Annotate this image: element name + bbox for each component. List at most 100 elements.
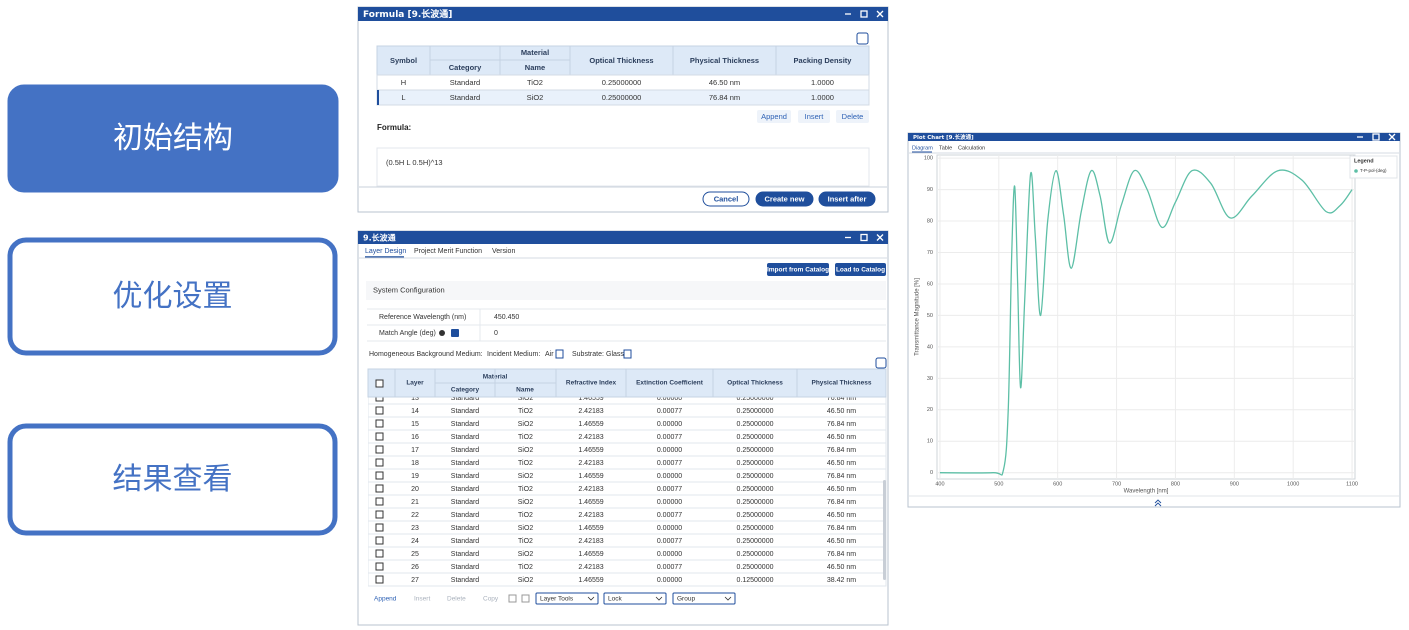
table-cell: 19 xyxy=(411,473,419,480)
table-cell: 0.00077 xyxy=(657,486,682,493)
table-row[interactable] xyxy=(368,573,886,586)
grid-settings-icon[interactable] xyxy=(876,358,886,368)
table-row[interactable] xyxy=(368,508,886,521)
table-row[interactable] xyxy=(368,482,886,495)
toolbar-button-label[interactable]: Import from Catalog xyxy=(767,267,829,274)
table-row[interactable] xyxy=(368,547,886,560)
nav-button-label[interactable]: 优化设置 xyxy=(113,279,233,314)
table-row[interactable] xyxy=(368,443,886,456)
table-action[interactable]: Copy xyxy=(483,596,499,603)
table-row[interactable] xyxy=(368,404,886,417)
table-cell: 0.25000000 xyxy=(737,564,774,571)
table-action[interactable]: Delete xyxy=(447,596,466,603)
tab[interactable]: Diagram xyxy=(912,145,933,151)
table-cell: 46.50 nm xyxy=(827,564,856,571)
table-cell: 0.25000000 xyxy=(737,460,774,467)
table-cell: TiO2 xyxy=(518,564,533,571)
dropdown-label[interactable]: Lock xyxy=(608,596,622,603)
table-action[interactable]: Insert xyxy=(414,596,430,603)
checkbox[interactable] xyxy=(376,380,383,387)
table-cell: 0.25000000 xyxy=(602,93,642,102)
checkbox[interactable] xyxy=(376,459,383,466)
table-row[interactable] xyxy=(368,430,886,443)
checkbox[interactable] xyxy=(376,563,383,570)
table-cell: Standard xyxy=(451,460,480,467)
table-cell: L xyxy=(401,93,405,102)
legend-swatch xyxy=(1354,169,1358,173)
medium-label: Substrate: xyxy=(572,351,604,358)
column-header: Category xyxy=(449,63,482,72)
table-cell: 15 xyxy=(411,421,419,428)
table-cell: 46.50 nm xyxy=(827,408,856,415)
dialog-button-label[interactable]: Cancel xyxy=(714,194,739,203)
column-header: Category xyxy=(451,387,480,394)
checkbox[interactable] xyxy=(376,537,383,544)
section-title[interactable]: System Configuration xyxy=(373,285,445,294)
table-row[interactable] xyxy=(368,456,886,469)
checkbox[interactable] xyxy=(376,576,383,583)
dialog-button-label[interactable]: Insert after xyxy=(828,194,867,203)
dialog-button-label[interactable]: Create new xyxy=(764,194,804,203)
checkbox[interactable] xyxy=(376,420,383,427)
table-cell: SiO2 xyxy=(518,421,534,428)
tab[interactable]: Table xyxy=(939,145,952,151)
table-cell: 21 xyxy=(411,499,419,506)
checkbox[interactable] xyxy=(376,472,383,479)
action-button-label[interactable]: Append xyxy=(761,112,787,121)
table-row[interactable] xyxy=(368,495,886,508)
table-cell: Standard xyxy=(451,512,480,519)
column-header: Optical Thickness xyxy=(589,56,653,65)
dropdown-label[interactable]: Group xyxy=(677,596,695,603)
table-cell: 0.00000 xyxy=(657,447,682,454)
table-cell: 46.50 nm xyxy=(827,434,856,441)
checkbox[interactable] xyxy=(376,407,383,414)
column-header: Name xyxy=(516,387,534,394)
table-row[interactable] xyxy=(368,560,886,573)
action-button-label[interactable]: Delete xyxy=(842,112,864,121)
dropdown-label[interactable]: Layer Tools xyxy=(540,596,574,603)
table-row[interactable] xyxy=(368,521,886,534)
table-action[interactable]: Append xyxy=(374,596,397,603)
y-tick-label: 20 xyxy=(927,407,933,413)
checkbox[interactable] xyxy=(376,485,383,492)
nav-button-label[interactable]: 结果查看 xyxy=(113,462,233,497)
column-header: Symbol xyxy=(390,56,417,65)
checkbox[interactable] xyxy=(376,511,383,518)
tab[interactable]: Calculation xyxy=(958,145,985,151)
checkbox[interactable] xyxy=(376,446,383,453)
table-cell: Standard xyxy=(451,577,480,584)
table-cell: SiO2 xyxy=(518,577,534,584)
table-cell: 76.84 nm xyxy=(827,499,856,506)
table-cell: SiO2 xyxy=(527,93,544,102)
table-row[interactable] xyxy=(368,534,886,547)
grid-settings-icon[interactable] xyxy=(857,33,868,44)
checkbox[interactable] xyxy=(376,550,383,557)
scrollbar[interactable] xyxy=(883,480,886,580)
table-cell: 0.25000000 xyxy=(737,551,774,558)
table-cell: 46.50 nm xyxy=(827,460,856,467)
tab[interactable]: Layer Design xyxy=(365,248,406,255)
table-cell: 0.25000000 xyxy=(737,499,774,506)
checkbox[interactable] xyxy=(376,433,383,440)
y-tick-label: 100 xyxy=(924,156,933,162)
nav-button-label[interactable]: 初始结构 xyxy=(113,121,233,156)
settings-icon[interactable] xyxy=(439,330,445,336)
x-axis-label: Wavelength [nm] xyxy=(1124,489,1169,495)
info-icon[interactable] xyxy=(451,329,459,337)
checkbox[interactable] xyxy=(376,498,383,505)
table-cell: 76.84 nm xyxy=(827,473,856,480)
action-button-label[interactable]: Insert xyxy=(805,112,825,121)
window-title: Plot Chart [9.长波通] xyxy=(913,133,974,141)
checkbox[interactable] xyxy=(376,524,383,531)
table-cell: 1.0000 xyxy=(811,78,834,87)
table-cell: 25 xyxy=(411,551,419,558)
table-row[interactable] xyxy=(368,417,886,430)
formula-input[interactable] xyxy=(377,148,869,186)
toolbar-button-label[interactable]: Load to Catalog xyxy=(836,267,885,274)
y-tick-label: 30 xyxy=(927,376,933,382)
table-cell: 2.42183 xyxy=(578,564,603,571)
tab[interactable]: Project Merit Function xyxy=(414,248,482,255)
table-row[interactable] xyxy=(368,469,886,482)
tab[interactable]: Version xyxy=(492,248,515,255)
